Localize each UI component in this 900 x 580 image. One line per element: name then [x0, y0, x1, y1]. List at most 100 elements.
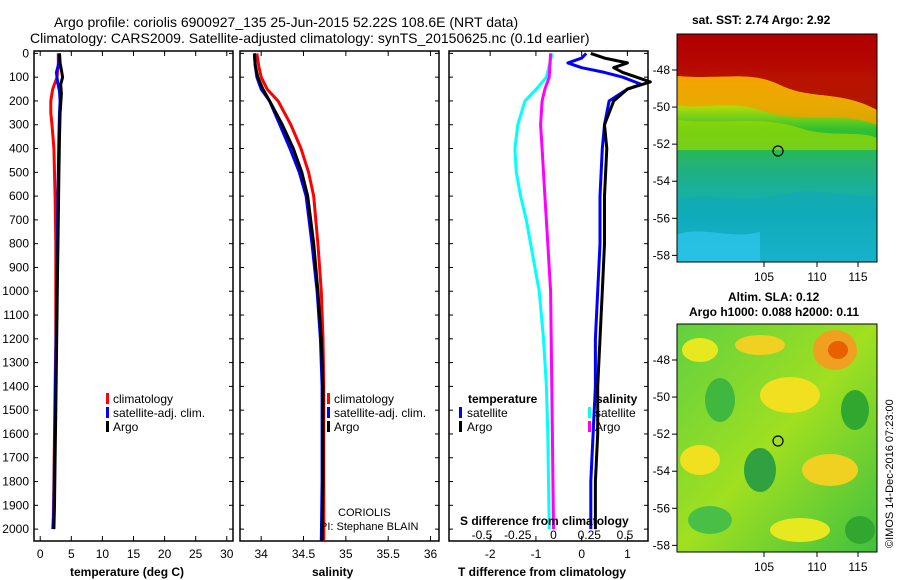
legend-swatch-satellite	[327, 407, 330, 418]
legend-label-climatology: climatology	[334, 392, 394, 406]
depth-tick-label: 200	[9, 94, 29, 108]
x-tick-label: 5	[68, 547, 75, 561]
temperature-xlabel: temperature (deg C)	[70, 565, 184, 579]
x-tick-label: 36	[424, 547, 438, 561]
legend-swatch-sal-satellite	[588, 407, 591, 418]
sla-eddy	[682, 338, 718, 362]
t-difference-xlabel: T difference from climatology	[458, 565, 626, 579]
depth-tick-label: 1200	[2, 332, 29, 346]
lon-tick-label: 105	[754, 270, 774, 284]
sla-map-frame	[676, 323, 878, 553]
salinity-axes-frame	[239, 50, 440, 542]
sst-lon-ticks: 105 110 115	[754, 262, 868, 284]
legend-swatch-climatology	[327, 393, 330, 404]
legend-label-argo: Argo	[113, 420, 139, 434]
s-diff-tick-label: -0.5	[472, 528, 493, 542]
salinity-legend: climatology satellite-adj. clim. Argo	[327, 392, 426, 434]
x-tick-label: -2	[485, 547, 496, 561]
argo-location-marker	[772, 145, 784, 157]
depth-tick-label: 800	[9, 237, 29, 251]
profile-line-salinity-satellite	[513, 53, 554, 530]
legend-label-sal-satellite: satellite	[595, 406, 636, 420]
sst-lat-ticks: -48 -50 -52 -54 -56 -58	[653, 63, 677, 262]
legend-label-satellite: satellite-adj. clim.	[334, 406, 426, 420]
depth-tick-label: 0	[22, 46, 29, 60]
sla-map-title: Altim. SLA: 0.12	[728, 290, 820, 304]
legend-swatch-temp-argo	[459, 421, 462, 432]
x-tick-label: 35.5	[377, 547, 401, 561]
depth-tick-label: 1000	[2, 284, 29, 298]
depth-tick-label: 1400	[2, 379, 29, 393]
lat-tick-label: -56	[653, 211, 671, 225]
profile-line-salinity-argo	[539, 53, 555, 530]
depth-tick-label: 1700	[2, 451, 29, 465]
lat-tick-label: -54	[653, 174, 671, 188]
depth-tick-label: 400	[9, 142, 29, 156]
lat-tick-label: -56	[653, 501, 671, 515]
depth-tick-label: 2000	[2, 522, 29, 536]
sst-warm-front	[677, 76, 877, 125]
lon-tick-label: 110	[807, 560, 826, 574]
legend-swatch-argo	[106, 421, 109, 432]
profile-line-climatology	[255, 53, 326, 541]
lat-tick-label: -54	[653, 464, 671, 478]
s-diff-tick-label: 0	[550, 528, 557, 542]
s-diff-tick-label: 0.5	[617, 528, 634, 542]
depth-tick-label: 1800	[2, 475, 29, 489]
legend-label-temp-satellite: satellite	[467, 406, 508, 420]
sla-eddy	[735, 335, 785, 355]
profile-line-argo	[252, 53, 325, 542]
x-tick-label: 34.5	[292, 547, 316, 561]
sla-eddy	[680, 445, 720, 475]
legend-title-temperature: temperature	[468, 392, 538, 406]
x-tick-label: 25	[189, 547, 203, 561]
x-tick-label: 10	[96, 547, 110, 561]
temperature-axes-frame	[33, 50, 234, 542]
sla-map: Altim. SLA: 0.12 Argo h1000: 0.088 h2000…	[653, 290, 878, 574]
sla-eddy	[802, 454, 858, 486]
legend-swatch-climatology	[106, 393, 109, 404]
sst-green-yellow-band	[677, 120, 877, 150]
lat-tick-label: -58	[653, 248, 671, 262]
sst-warm-region	[677, 34, 877, 110]
sla-eddy	[760, 377, 820, 413]
x-tick-label: -1	[531, 547, 542, 561]
argo-location-marker	[772, 435, 784, 447]
legend-swatch-satellite	[106, 407, 109, 418]
x-tick-label: 15	[127, 547, 141, 561]
x-tick-label: 30	[220, 547, 234, 561]
plot-title-line2: Climatology: CARS2009. Satellite-adjuste…	[30, 30, 590, 46]
depth-tick-label: 600	[9, 189, 29, 203]
s-difference-xlabel: S difference from climatology	[460, 514, 629, 528]
sst-map: sat. SST: 2.74 Argo: 2.92 -48 -50 -52 -54 -5…	[653, 13, 878, 284]
profile-line-satellite-adj-clim-	[252, 53, 324, 542]
sla-eddy	[705, 378, 735, 422]
depth-tick-label: 1100	[3, 308, 29, 322]
sla-eddy	[845, 516, 875, 544]
salinity-xlabel: salinity	[312, 565, 354, 579]
temperature-panel: 0100200300400500600700800900100011001200…	[2, 46, 233, 579]
legend-label-climatology: climatology	[113, 392, 173, 406]
imos-credit: ©IMOS 14-Dec-2016 07:23:00	[884, 399, 896, 548]
salinity-ticks: 34 34.5 35 35.5 36	[254, 51, 438, 561]
depth-tick-label: 1900	[2, 498, 29, 512]
legend-label-satellite: satellite-adj. clim.	[113, 406, 205, 420]
difference-depth-ticks	[449, 52, 648, 530]
difference-axes-frame	[448, 50, 649, 542]
temperature-legend: climatology satellite-adj. clim. Argo	[106, 392, 205, 434]
temperature-profiles	[49, 53, 65, 530]
salinity-panel: 34 34.5 35 35.5 36 salinity climatology sate…	[239, 50, 440, 579]
lon-tick-label: 115	[848, 270, 867, 284]
x-tick-label: 0	[37, 547, 44, 561]
depth-ticks: 0 100 200 300 400 500 600 700 800 900 1000 1100 1200…	[2, 46, 233, 536]
institution-label: CORIOLIS	[338, 507, 391, 519]
difference-panel: -2 -1 0 1 -0.5 -0.25 0 0.25 0.5 T difference fro…	[448, 50, 652, 579]
legend-label-sal-argo: Argo	[595, 420, 621, 434]
sla-eddy	[770, 518, 830, 542]
profile-line-argo	[52, 53, 65, 530]
profile-line-temperature-argo	[590, 51, 652, 530]
temperature-ticks: 0 5 10 15 20 25 30	[37, 51, 234, 561]
lat-tick-label: -48	[653, 63, 671, 77]
s-diff-tick-label: 0.25	[578, 528, 602, 542]
